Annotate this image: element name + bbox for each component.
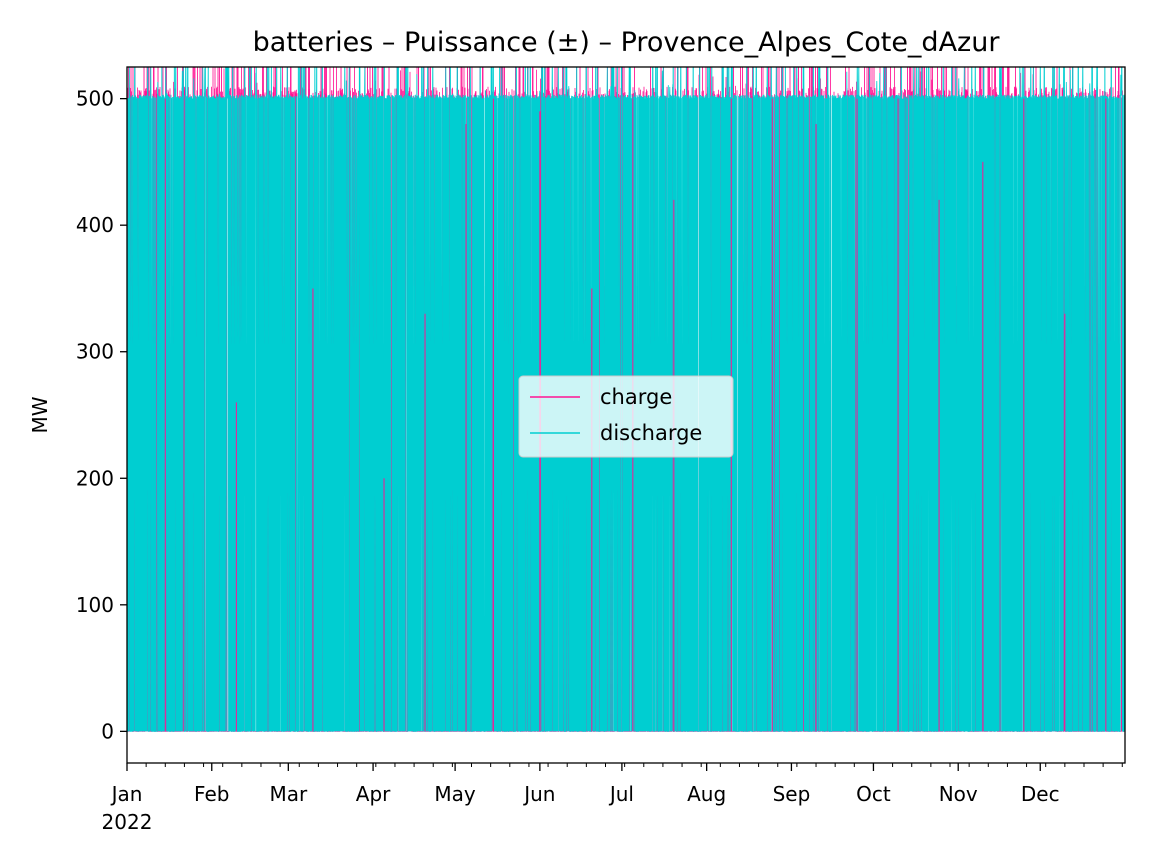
x-tick-label: Nov	[939, 782, 978, 806]
y-tick-label: 0	[101, 719, 114, 743]
y-tick-label: 100	[76, 593, 114, 617]
x-tick-label: Sep	[773, 782, 811, 806]
legend-charge-label: charge	[600, 385, 672, 409]
x-tick-label: May	[434, 782, 476, 806]
x-tick-label: Jan	[110, 782, 143, 806]
x-tick-label: Aug	[687, 782, 726, 806]
x-tick-label: Jul	[608, 782, 634, 806]
y-axis-label: MW	[28, 396, 52, 433]
y-tick-label: 500	[76, 87, 114, 111]
x-tick-label: Oct	[856, 782, 891, 806]
y-axis: 0 100 200 300 400 500	[76, 87, 127, 743]
chart-title: batteries – Puissance (±) – Provence_Alp…	[253, 27, 1001, 58]
x-axis: Jan 2022 Feb Mar Apr May Jun Jul Aug Sep Oct Nov Dec	[102, 763, 1123, 834]
x-tick-label: Dec	[1021, 782, 1060, 806]
x-tick-sublabel: 2022	[102, 810, 153, 834]
x-tick-label: Feb	[194, 782, 229, 806]
y-tick-label: 300	[76, 340, 114, 364]
legend-discharge-label: discharge	[600, 421, 702, 445]
x-tick-label: Mar	[269, 782, 308, 806]
y-tick-label: 400	[76, 213, 114, 237]
plot-frame	[126, 66, 1126, 764]
x-tick-label: Jun	[522, 782, 555, 806]
y-tick-label: 200	[76, 466, 114, 490]
legend: charge discharge	[518, 375, 734, 458]
plot-area	[127, 67, 1125, 732]
series-discharge-line	[127, 67, 1125, 732]
x-tick-label: Apr	[356, 782, 391, 806]
